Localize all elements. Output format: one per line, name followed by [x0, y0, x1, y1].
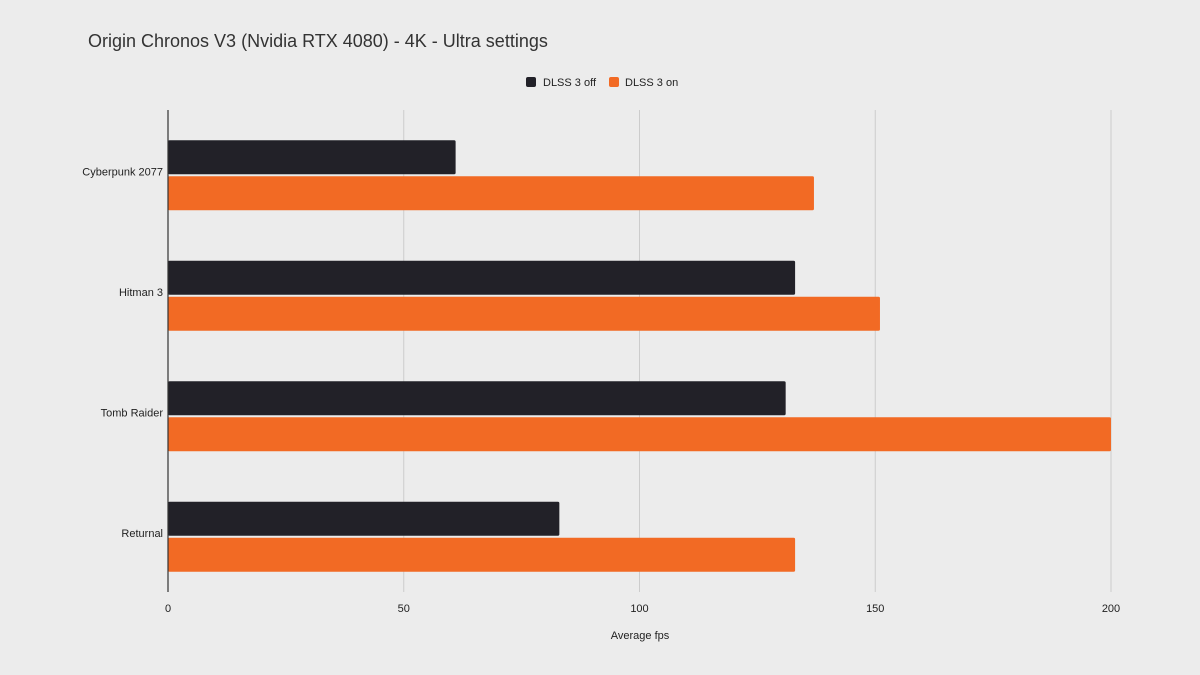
x-tick-labels: 0 50 100 150 200: [165, 603, 1120, 615]
x-tick-label: 200: [1102, 603, 1120, 615]
chart-title: Origin Chronos V3 (Nvidia RTX 4080) - 4K…: [88, 31, 548, 51]
category-label: Hitman 3: [119, 287, 163, 299]
legend-swatch: [609, 77, 619, 87]
bar-dlss-on: [168, 417, 1111, 452]
x-tick-label: 150: [866, 603, 884, 615]
x-tick-label: 0: [165, 603, 171, 615]
legend: DLSS 3 off DLSS 3 on: [526, 77, 678, 89]
bar-dlss-off: [168, 260, 796, 295]
category-label: Tomb Raider: [101, 407, 164, 419]
legend-swatch: [526, 77, 536, 87]
bar-dlss-off: [168, 381, 786, 416]
category-labels: Cyberpunk 2077 Hitman 3 Tomb Raider Returna…: [82, 166, 163, 540]
x-tick-label: 50: [398, 603, 410, 615]
legend-label: DLSS 3 on: [625, 77, 678, 89]
category-label: Returnal: [121, 528, 163, 540]
x-tick-label: 100: [630, 603, 648, 615]
bar-dlss-off: [168, 501, 560, 536]
bar-dlss-off: [168, 140, 456, 175]
category-label: Cyberpunk 2077: [82, 166, 163, 178]
legend-label: DLSS 3 off: [543, 77, 597, 89]
x-axis-label: Average fps: [611, 630, 670, 642]
bar-dlss-on: [168, 296, 880, 331]
bars: [168, 140, 1111, 572]
bar-dlss-on: [168, 176, 814, 211]
bar-dlss-on: [168, 537, 796, 572]
